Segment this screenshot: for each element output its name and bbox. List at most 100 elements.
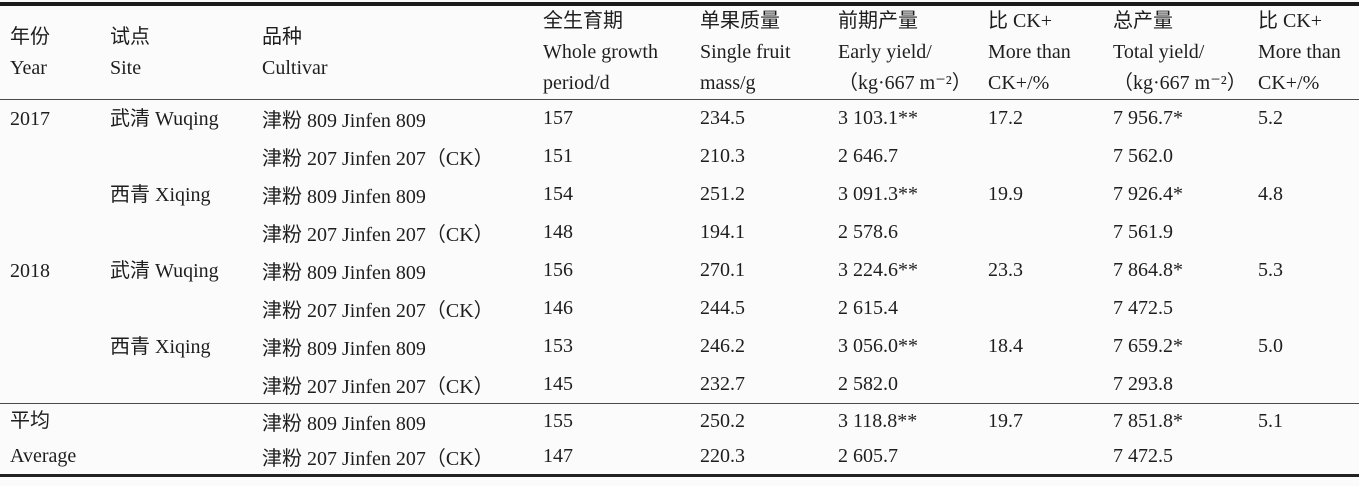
table-row: 津粉 207 Jinfen 207（CK） 145 232.7 2 582.0 … [0, 365, 1359, 404]
col-header-total-yield: 总产量 Total yield/ （kg·667 m⁻²） [1113, 4, 1258, 100]
cell-growth-period: 156 [543, 259, 573, 281]
cell-early-vs-ck [988, 365, 1113, 404]
cell-site: 武清 Wuqing [110, 108, 219, 130]
cell-cultivar: 津粉 207 Jinfen 207（CK） [262, 448, 494, 471]
cell-total-vs-ck [1258, 365, 1359, 404]
cell-total-vs-ck [1258, 138, 1359, 176]
cell-total-yield: 7 864.8* [1113, 259, 1183, 281]
table-row: 津粉 207 Jinfen 207（CK） 151 210.3 2 646.7 … [0, 138, 1359, 176]
header-en: CK+/% [1258, 72, 1320, 94]
header-zh: 试点 [110, 25, 150, 48]
cell-early-vs-ck: 23.3 [988, 259, 1023, 281]
average-label-en: Average [10, 445, 77, 467]
col-header-total-vs-ck: 比 CK+ More than CK+/% [1258, 4, 1359, 100]
cell-early-vs-ck [988, 214, 1113, 252]
cell-fruit-mass: 244.5 [700, 297, 745, 319]
cell-total-yield: 7 851.8* [1113, 410, 1183, 433]
cell-fruit-mass: 234.5 [700, 107, 745, 130]
cell-total-vs-ck: 5.3 [1258, 259, 1283, 281]
average-label-zh: 平均 [10, 410, 50, 432]
col-header-growth-period: 全生育期 Whole growth period/d [543, 4, 700, 100]
cell-early-vs-ck: 19.9 [988, 183, 1023, 205]
cell-fruit-mass: 250.2 [700, 410, 745, 433]
col-header-site: 试点 Site [110, 4, 262, 100]
header-en: （kg·667 m⁻²） [1113, 72, 1247, 94]
cell-total-vs-ck [1258, 214, 1359, 252]
cell-early-vs-ck [988, 290, 1113, 328]
cell-growth-period: 153 [543, 335, 573, 357]
col-header-early-yield: 前期产量 Early yield/ （kg·667 m⁻²） [838, 4, 988, 100]
header-zh: 全生育期 [543, 10, 623, 32]
table-row: 2017 武清 Wuqing 津粉 809 Jinfen 809 157 234… [0, 100, 1359, 138]
cell-fruit-mass: 210.3 [700, 145, 745, 167]
table-row-average: 平均 Average 津粉 809 Jinfen 809 155 250.2 3… [0, 404, 1359, 467]
cell-cultivar: 津粉 809 Jinfen 809 [262, 413, 426, 436]
cell-cultivar: 津粉 809 Jinfen 809 [262, 110, 426, 133]
cell-site: 武清 Wuqing [110, 259, 219, 282]
cell-growth-period: 147 [543, 445, 573, 468]
cell-fruit-mass: 220.3 [700, 445, 745, 468]
cell-early-yield: 2 582.0 [838, 365, 988, 404]
cell-early-yield: 3 118.8** [838, 410, 918, 433]
header-zh: 前期产量 [838, 10, 918, 32]
header-en: Early yield/ [838, 41, 932, 63]
cell-total-yield: 7 926.4* [1113, 183, 1183, 205]
cell-total-vs-ck [1258, 440, 1359, 476]
header-en: More than [988, 41, 1071, 63]
header-en: Cultivar [262, 56, 328, 79]
table-row-average: 津粉 207 Jinfen 207（CK） 147 220.3 2 605.7 … [0, 440, 1359, 476]
table-row: 津粉 207 Jinfen 207（CK） 148 194.1 2 578.6 … [0, 214, 1359, 252]
cell-early-yield: 2 615.4 [838, 297, 898, 319]
cell-growth-period: 155 [543, 410, 573, 433]
cell-early-yield: 2 605.7 [838, 445, 898, 468]
header-en: （kg·667 m⁻²） [838, 72, 972, 94]
header-en: period/d [543, 72, 610, 94]
table-row: 2018 武清 Wuqing 津粉 809 Jinfen 809 156 270… [0, 251, 1359, 404]
cell-early-yield: 2 646.7 [838, 145, 898, 167]
col-header-year: 年份 Year [0, 4, 110, 100]
cell-fruit-mass: 194.1 [700, 221, 745, 243]
cell-year-average: 平均 Average [0, 404, 262, 476]
cell-growth-period: 145 [543, 365, 700, 404]
header-zh: 单果质量 [700, 10, 780, 32]
table-row: 西青 Xiqing 津粉 809 Jinfen 809 154 251.2 3 … [0, 176, 1359, 214]
col-header-early-vs-ck: 比 CK+ More than CK+/% [988, 4, 1113, 100]
table-row: 西青 Xiqing 津粉 809 Jinfen 809 153 246.2 3 … [0, 327, 1359, 404]
cell-cultivar: 津粉 809 Jinfen 809 [262, 262, 426, 284]
cell-total-vs-ck: 4.8 [1258, 183, 1283, 205]
cell-early-vs-ck [988, 138, 1113, 176]
header-en: mass/g [700, 72, 756, 94]
header-en: CK+/% [988, 72, 1050, 94]
cell-total-yield: 7 956.7* [1113, 107, 1183, 130]
cell-total-vs-ck: 5.2 [1258, 107, 1283, 130]
cell-growth-period: 154 [543, 183, 573, 205]
cell-fruit-mass: 232.7 [700, 365, 838, 404]
header-en: Site [110, 56, 142, 79]
header-zh: 年份 [10, 25, 50, 48]
header-zh: 品种 [262, 25, 302, 48]
cell-early-vs-ck: 19.7 [988, 410, 1023, 433]
cell-cultivar: 津粉 809 Jinfen 809 [262, 338, 426, 360]
cell-total-vs-ck [1258, 290, 1359, 328]
yield-comparison-table: 年份 Year 试点 Site 品种 Cultivar 全生育期 Whole g… [0, 2, 1359, 477]
cell-growth-period: 151 [543, 145, 573, 167]
header-zh: 比 CK+ [1258, 10, 1323, 32]
col-header-fruit-mass: 单果质量 Single fruit mass/g [700, 4, 838, 100]
header-en: Total yield/ [1113, 41, 1205, 63]
cell-early-yield: 3 103.1** [838, 107, 918, 130]
cell-total-yield: 7 472.5 [1113, 445, 1173, 468]
cell-growth-period: 157 [543, 107, 573, 130]
cell-total-yield: 7 562.0 [1113, 145, 1173, 167]
header-zh: 比 CK+ [988, 10, 1053, 32]
cell-total-yield: 7 472.5 [1113, 297, 1173, 319]
cell-early-yield: 3 056.0** [838, 335, 918, 357]
header-en: Whole growth [543, 41, 658, 63]
col-header-cultivar: 品种 Cultivar [262, 4, 543, 100]
cell-early-yield: 3 091.3** [838, 183, 918, 205]
cell-year: 2018 [0, 251, 110, 404]
cell-growth-period: 146 [543, 297, 573, 319]
cell-early-yield: 3 224.6** [838, 259, 918, 281]
cell-cultivar: 津粉 207 Jinfen 207（CK） [262, 300, 494, 322]
header-en: Single fruit [700, 41, 791, 63]
header-en: More than [1258, 41, 1341, 63]
